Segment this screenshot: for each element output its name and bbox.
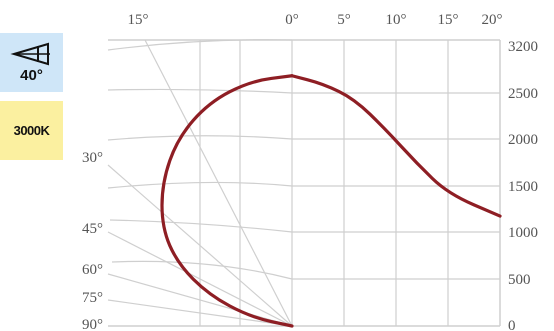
color-temperature-label: 3000K <box>13 123 50 138</box>
y-tick-label: 500 <box>508 272 531 288</box>
x-tick-label: 10° <box>386 12 407 28</box>
chart-grid <box>107 39 501 327</box>
radial-line <box>144 39 293 327</box>
polar-arc <box>107 88 293 94</box>
intensity-curve-segment <box>160 74 294 328</box>
angle-label: 45° <box>82 221 103 237</box>
x-tick-label: 20° <box>482 12 503 28</box>
y-tick-label: 1500 <box>508 179 538 195</box>
polar-arc <box>111 260 293 280</box>
radial-line <box>107 273 293 327</box>
x-tick-label: 0° <box>285 12 299 28</box>
polar-arc <box>107 39 293 51</box>
y-tick-label: 1000 <box>508 225 538 241</box>
angle-label: 90° <box>82 317 103 331</box>
radial-line <box>107 299 293 327</box>
angle-label: 60° <box>82 262 103 278</box>
beam-angle-label: 40° <box>20 67 43 84</box>
x-tick-label: 15° <box>438 12 459 28</box>
intensity-curve-segment <box>290 74 502 218</box>
radial-line <box>107 231 293 327</box>
y-tick-label: 2500 <box>508 86 538 102</box>
series-layer <box>160 74 502 328</box>
x-tick-label: 15° <box>128 12 149 28</box>
y-tick-label: 0 <box>508 318 516 331</box>
polar-arc <box>109 219 293 233</box>
y-tick-label: 3200 <box>508 39 538 55</box>
angle-label: 30° <box>82 150 103 166</box>
polar-arc <box>107 135 293 141</box>
light-beam-icon <box>9 42 50 66</box>
color-temperature-badge: 3000K <box>0 101 63 160</box>
radial-line <box>107 164 293 327</box>
beam-angle-badge: 40° <box>0 33 63 92</box>
angle-label: 75° <box>82 290 103 306</box>
y-tick-label: 2000 <box>508 132 538 148</box>
x-tick-label: 5° <box>337 12 351 28</box>
